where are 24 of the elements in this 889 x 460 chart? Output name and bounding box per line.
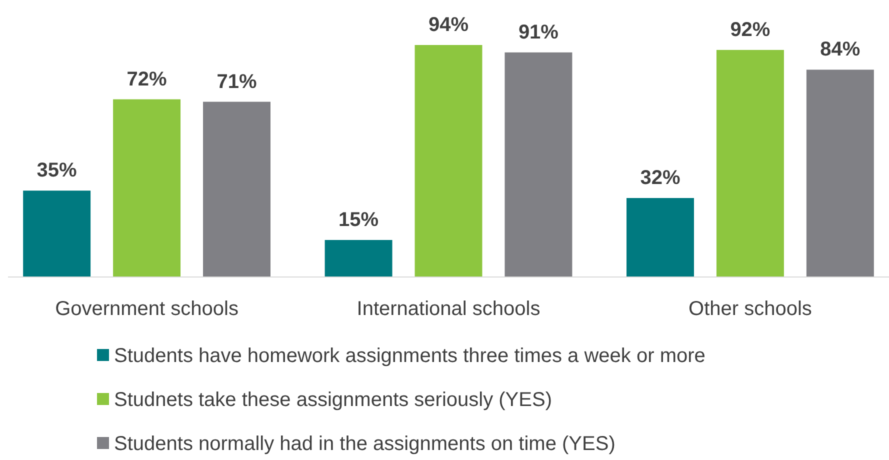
bar (324, 240, 392, 277)
bar (716, 50, 784, 277)
data-label: 71% (216, 70, 257, 93)
data-label: 35% (36, 160, 78, 182)
data-label: 72% (126, 68, 168, 90)
bar (113, 99, 181, 277)
data-label: 91% (518, 21, 559, 44)
legend-label: Studnets take these assignments seriously (YES) (114, 389, 552, 411)
data-label: 15% (338, 208, 379, 231)
data-label: 92% (730, 18, 770, 41)
bar (504, 52, 572, 277)
bar (806, 70, 874, 277)
bar (626, 198, 694, 277)
x-tick-label: International schools (356, 298, 540, 320)
bar (414, 45, 482, 277)
data-label: 84% (820, 38, 860, 61)
bar (203, 102, 270, 277)
x-tick-label: Government schools (55, 298, 238, 320)
data-label: 32% (640, 167, 680, 190)
legend-label: Students have homework assignments three times a week or more (114, 345, 706, 367)
bar (23, 190, 91, 277)
data-label: 94% (428, 14, 469, 36)
x-tick-label: Other schools (688, 298, 812, 320)
legend-label: Students normally had in the assignments on time (YES) (114, 433, 616, 455)
